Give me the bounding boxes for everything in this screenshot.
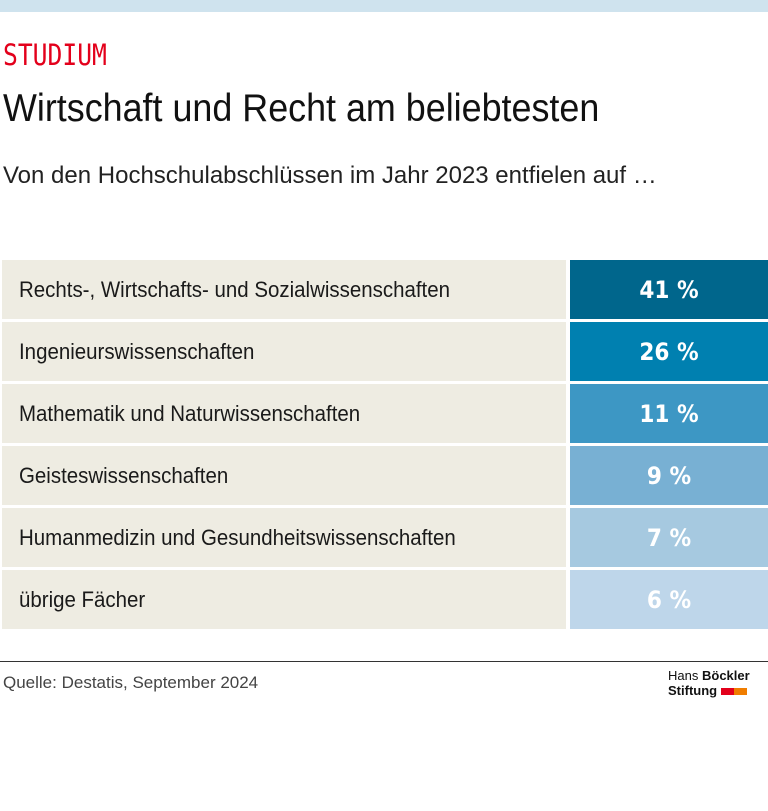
logo-orange-bar [733,688,747,696]
subtitle: Von den Hochschulabschlüssen im Jahr 202… [3,162,657,189]
top-bar [0,0,768,12]
table-row: Geisteswissenschaften 9 % [2,446,768,505]
category-label: Geisteswissenschaften [19,462,229,488]
category-label: übrige Fächer [19,586,146,612]
hans-boeckler-logo: Hans Böckler Stiftung [668,668,750,698]
logo-red-bar [720,688,734,696]
kicker: STUDIUM [3,38,107,72]
value-cell: 9 % [570,446,768,505]
category-cell: Mathematik und Naturwissenschaften [2,384,566,443]
category-cell: übrige Fächer [2,570,566,629]
headline: Wirtschaft und Recht am beliebtesten [3,87,600,130]
value-cell: 26 % [570,322,768,381]
category-label: Humanmedizin und Gesundheitswissenschaft… [19,524,456,550]
logo-text-hans: Hans [668,668,699,683]
category-label: Ingenieurswissenschaften [19,338,255,364]
table-row: Rechts-, Wirtschafts- und Sozialwissensc… [2,260,768,319]
category-cell: Ingenieurswissenschaften [2,322,566,381]
value-cell: 7 % [570,508,768,567]
table-row: übrige Fächer 6 % [2,570,768,629]
logo-text-stiftung: Stiftung [668,683,718,698]
divider [0,661,768,662]
value-cell: 11 % [570,384,768,443]
value-cell: 41 % [570,260,768,319]
table-row: Humanmedizin und Gesundheitswissenschaft… [2,508,768,567]
category-cell: Humanmedizin und Gesundheitswissenschaft… [2,508,566,567]
category-cell: Rechts-, Wirtschafts- und Sozialwissensc… [2,260,566,319]
table-row: Mathematik und Naturwissenschaften 11 % [2,384,768,443]
data-table: Rechts-, Wirtschafts- und Sozialwissensc… [2,260,768,632]
table-row: Ingenieurswissenschaften 26 % [2,322,768,381]
logo-text-boeckler: Böckler [701,668,750,683]
category-label: Rechts-, Wirtschafts- und Sozialwissensc… [19,276,450,302]
category-cell: Geisteswissenschaften [2,446,566,505]
source: Quelle: Destatis, September 2024 [3,673,259,692]
category-label: Mathematik und Naturwissenschaften [19,400,361,426]
value-cell: 6 % [570,570,768,629]
